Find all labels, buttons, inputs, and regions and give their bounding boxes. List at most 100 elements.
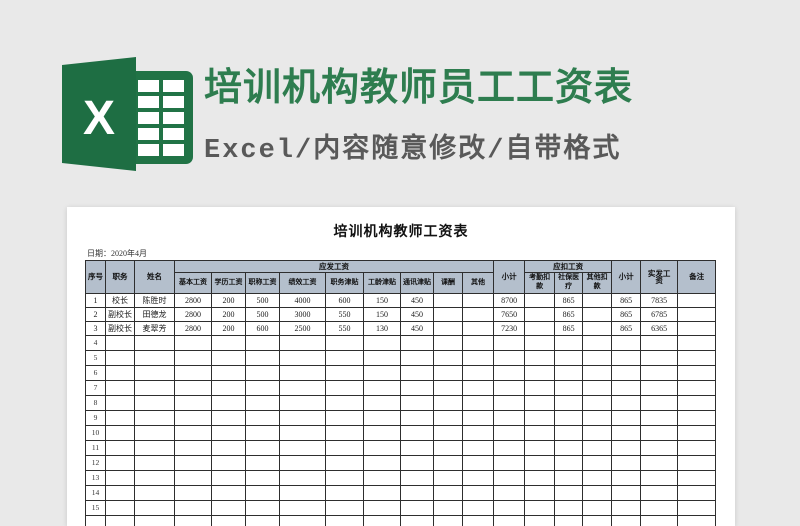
- cell: [400, 410, 434, 426]
- cell: [363, 470, 401, 486]
- cell: [174, 380, 212, 396]
- cell: [493, 365, 526, 381]
- cell: [611, 410, 642, 426]
- cell: [433, 515, 463, 526]
- cell: [134, 350, 175, 366]
- cell: [245, 455, 280, 471]
- cell: 2800: [174, 307, 212, 322]
- cell: 865: [554, 307, 584, 322]
- cell: [134, 365, 175, 381]
- cell: [433, 500, 463, 516]
- excel-logo-icon: X: [62, 57, 193, 171]
- cell: [640, 365, 679, 381]
- cell: [640, 515, 679, 526]
- cell: [211, 500, 246, 516]
- cell: 3000: [279, 307, 326, 322]
- cell: [461, 350, 495, 366]
- cell: 865: [611, 307, 642, 322]
- cell: 6: [85, 365, 106, 381]
- cell: [174, 470, 212, 486]
- cell: [400, 500, 434, 516]
- cell: [433, 307, 463, 322]
- table-row: 13: [85, 470, 717, 486]
- cell: 副校长: [105, 307, 135, 322]
- banner-title: 培训机构教师员工工资表: [204, 67, 634, 109]
- cell: [174, 425, 212, 441]
- cell: 麦翠芳: [134, 321, 175, 336]
- cell: [325, 440, 364, 456]
- cell: [105, 500, 135, 516]
- cell: [211, 485, 246, 501]
- cell: [400, 335, 434, 351]
- table-row: 9: [85, 410, 717, 426]
- cell: [105, 425, 135, 441]
- cell: [363, 365, 401, 381]
- cell: [279, 500, 326, 516]
- cell: [640, 350, 679, 366]
- cell: [611, 440, 642, 456]
- cell: [174, 395, 212, 411]
- cell: [461, 500, 495, 516]
- cell: [211, 365, 246, 381]
- cell: 14: [85, 485, 106, 501]
- cell: [493, 425, 526, 441]
- cell: [433, 485, 463, 501]
- table-row: 12: [85, 455, 717, 471]
- cell: [134, 335, 175, 351]
- cell: [325, 515, 364, 526]
- table-row: 7: [85, 380, 717, 396]
- excel-logo-svg: X: [62, 57, 193, 171]
- cell: 500: [245, 307, 280, 322]
- cell: [211, 455, 246, 471]
- table-row: 14: [85, 485, 717, 501]
- cell: [677, 350, 717, 366]
- cell: [611, 350, 642, 366]
- cell: [279, 350, 326, 366]
- cell: [433, 293, 463, 308]
- cell: [461, 321, 495, 336]
- header-class-fee: 课酬: [433, 272, 463, 294]
- cell: [554, 470, 584, 486]
- cell: [400, 365, 434, 381]
- cell: [134, 440, 175, 456]
- cell: 6365: [640, 321, 679, 336]
- cell: [433, 425, 463, 441]
- cell: [640, 485, 679, 501]
- cell: [461, 455, 495, 471]
- cell: [461, 440, 495, 456]
- cell: [279, 485, 326, 501]
- table-row: 3 副校长 麦翠芳 2800 200 600 2500 550 130 450 7230 865 865…: [85, 321, 717, 336]
- table-row: 15: [85, 500, 717, 516]
- cell: 9: [85, 410, 106, 426]
- cell: [554, 455, 584, 471]
- cell: [363, 440, 401, 456]
- cell: [279, 425, 326, 441]
- banner: X 培训机构教师员工工资表 Excel/内容随意修改/自带格式: [0, 0, 800, 200]
- cell: [677, 515, 717, 526]
- cell: [611, 455, 642, 471]
- cell: [461, 485, 495, 501]
- cell: [582, 470, 613, 486]
- cell: [279, 410, 326, 426]
- cell: [174, 500, 212, 516]
- cell: [677, 307, 717, 322]
- cell: [554, 365, 584, 381]
- cell: [325, 410, 364, 426]
- cell: [279, 455, 326, 471]
- cell: 1: [85, 293, 106, 308]
- cell: [524, 395, 556, 411]
- cell: [554, 515, 584, 526]
- cell: 550: [325, 321, 364, 336]
- cell: [211, 425, 246, 441]
- cell: [134, 380, 175, 396]
- cell: [677, 455, 717, 471]
- cell: [582, 307, 613, 322]
- cell: [325, 350, 364, 366]
- cell: [245, 350, 280, 366]
- cell: [677, 500, 717, 516]
- cell: [677, 321, 717, 336]
- header-other-deduction: 其他扣款: [582, 272, 613, 294]
- cell: [493, 410, 526, 426]
- cell: [325, 365, 364, 381]
- table-row: 10: [85, 425, 717, 441]
